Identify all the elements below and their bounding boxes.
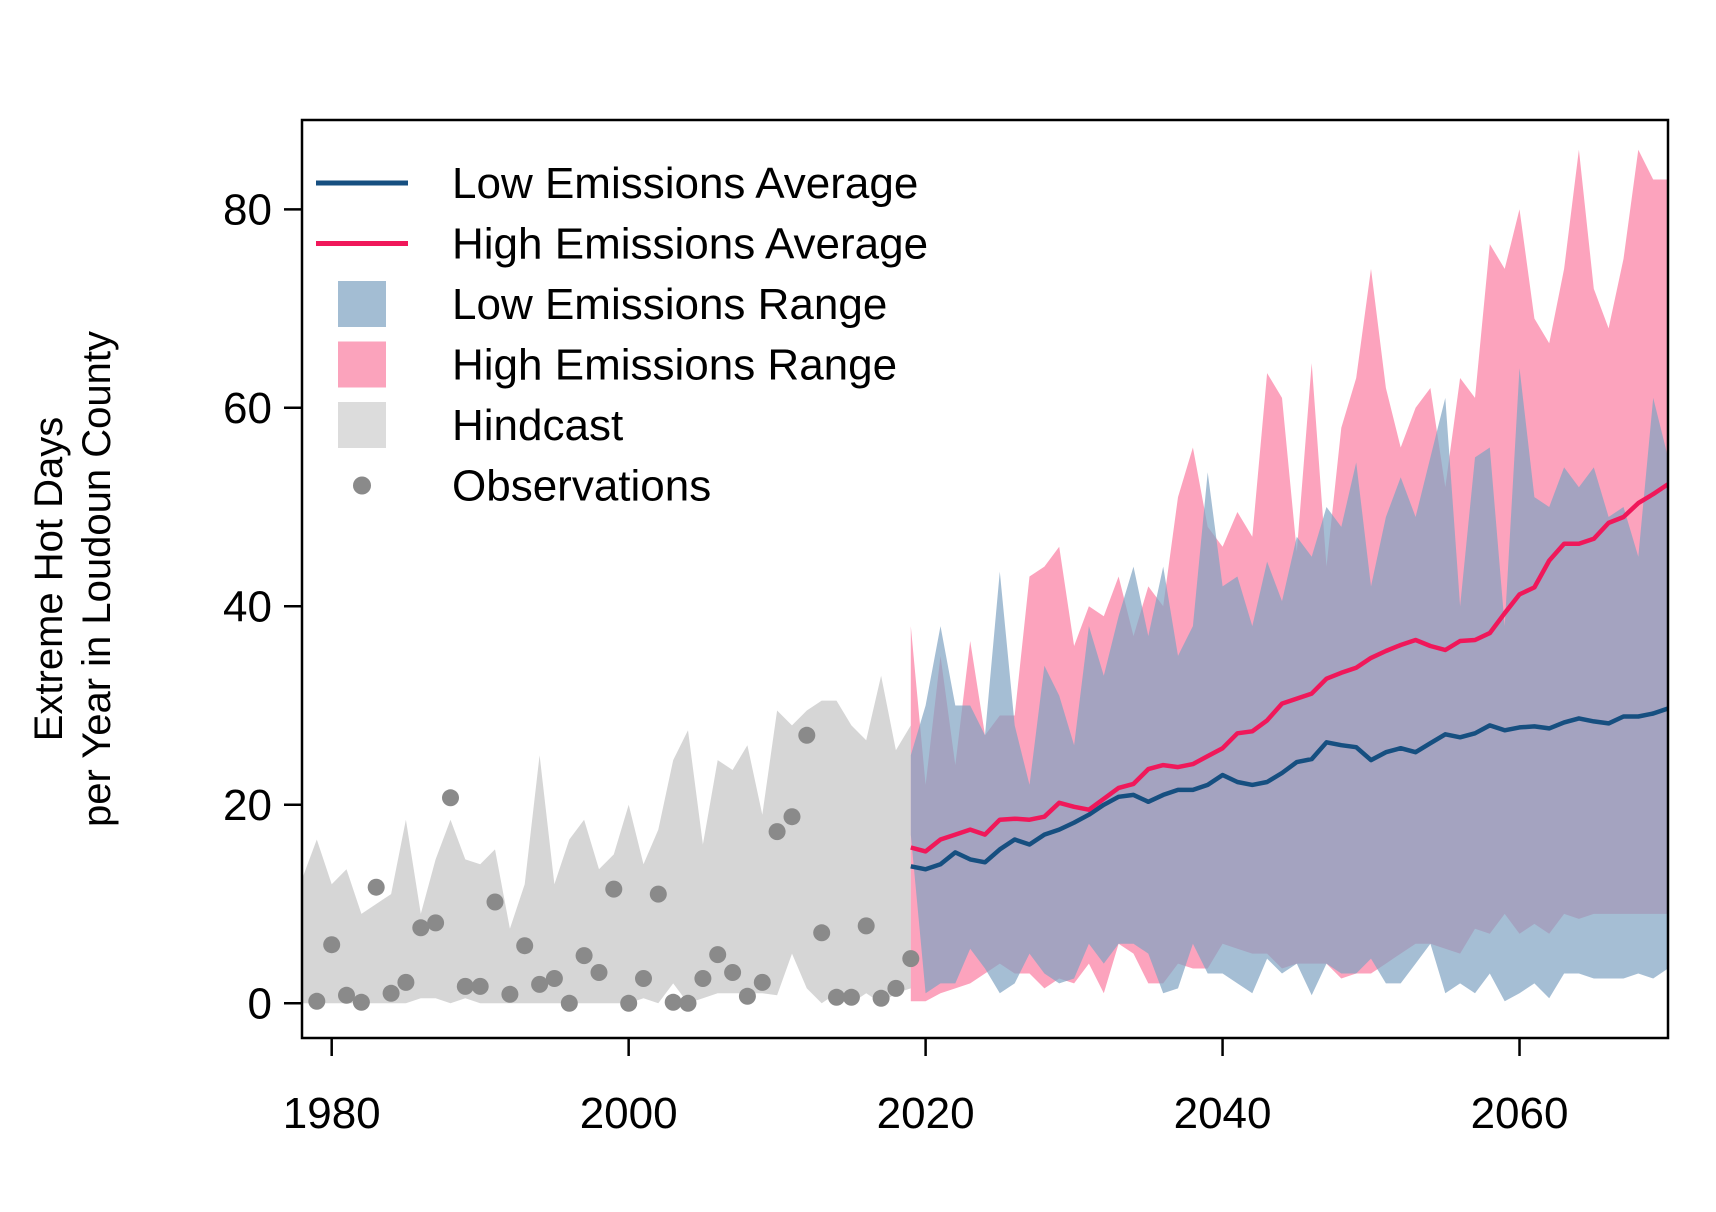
y-axis-title-line-1: Extreme Hot Days: [27, 417, 71, 742]
observation-point: [471, 977, 489, 995]
observations-layer: [308, 726, 920, 1012]
observation-point: [828, 988, 845, 1006]
observation-point: [367, 878, 385, 896]
observation-point: [857, 917, 875, 935]
observation-point: [382, 984, 400, 1002]
observation-point: [753, 973, 771, 991]
x-tick-label: 2000: [580, 1089, 678, 1138]
legend-label-hindcast: Hindcast: [452, 401, 623, 450]
observation-point: [724, 964, 742, 981]
observation-point: [798, 726, 816, 744]
observation-point: [560, 994, 578, 1012]
y-axis-title: Extreme Hot Days per Year in Loudoun Cou…: [27, 331, 119, 827]
average-lines-layer: [910, 482, 1668, 872]
x-tick-label: 1980: [283, 1089, 381, 1138]
hindcast-band: [302, 675, 911, 1004]
observation-point: [427, 914, 445, 932]
observation-point: [813, 924, 831, 942]
y-axis-title-line-2: per Year in Loudoun County: [75, 331, 119, 827]
observation-point: [412, 919, 430, 937]
y-tick-label: 40: [223, 582, 272, 631]
observation-point: [887, 979, 905, 997]
observation-point: [575, 947, 593, 965]
observation-point: [679, 994, 697, 1012]
y-tick-label: 80: [223, 185, 272, 234]
x-tick-label: 2020: [877, 1089, 975, 1138]
observation-point: [545, 970, 563, 987]
observation-point: [620, 994, 638, 1012]
observation-point: [442, 789, 459, 807]
hindcast-layer: [302, 675, 911, 1004]
y-tick-label: 20: [223, 781, 272, 830]
legend-label-low-emissions-average: Low Emissions Average: [452, 159, 918, 208]
observation-point: [516, 937, 534, 955]
observation-point: [649, 885, 667, 903]
observation-point: [352, 993, 370, 1011]
low-emissions-average-line: [910, 706, 1668, 872]
observation-point: [338, 986, 355, 1004]
y-tick-label: 0: [248, 979, 272, 1028]
x-tick-label: 2040: [1174, 1089, 1272, 1138]
observation-point: [397, 973, 415, 991]
legend-label-low-emissions-range: Low Emissions Range: [452, 280, 887, 329]
legend-label-high-emissions-range: High Emissions Range: [452, 341, 897, 390]
high-emissions-average-line: [910, 482, 1668, 854]
observation-point: [783, 808, 801, 826]
observation-point: [308, 992, 326, 1010]
y-tick-label: 60: [223, 384, 272, 433]
legend: Low Emissions Average High Emissions Aver…: [316, 159, 928, 511]
legend-swatch-observations: [353, 476, 371, 495]
observation-point: [902, 950, 920, 968]
observation-point: [501, 985, 519, 1003]
observation-point: [323, 936, 341, 954]
legend-label-high-emissions-average: High Emissions Average: [452, 220, 928, 269]
observation-point: [694, 970, 712, 987]
observation-point: [768, 823, 786, 841]
legend-swatch-high-emissions-range: [338, 341, 386, 388]
observation-point: [664, 993, 682, 1011]
legend-swatch-hindcast: [338, 402, 386, 448]
observation-point: [635, 970, 652, 987]
observation-point: [872, 989, 890, 1007]
plot-frame: [300, 118, 1670, 1040]
observation-point: [531, 975, 549, 993]
plot-area: [302, 149, 1668, 1012]
observation-point: [842, 988, 860, 1006]
observation-point: [486, 893, 504, 911]
legend-swatch-low-emissions-range: [338, 281, 386, 327]
observation-point: [709, 946, 727, 964]
x-tick-label: 2060: [1471, 1089, 1569, 1138]
y-axis: 0 20 40 60 80: [223, 185, 302, 1028]
low-range-layer: [910, 368, 1668, 1002]
x-axis: 1980 2000 2020 2040 2060: [283, 1038, 1569, 1138]
observation-point: [456, 977, 474, 995]
low-emissions-range-band: [910, 368, 1668, 1002]
observation-point: [590, 964, 608, 981]
observation-point: [605, 880, 623, 898]
legend-label-observations: Observations: [452, 462, 711, 511]
observation-point: [738, 987, 756, 1005]
